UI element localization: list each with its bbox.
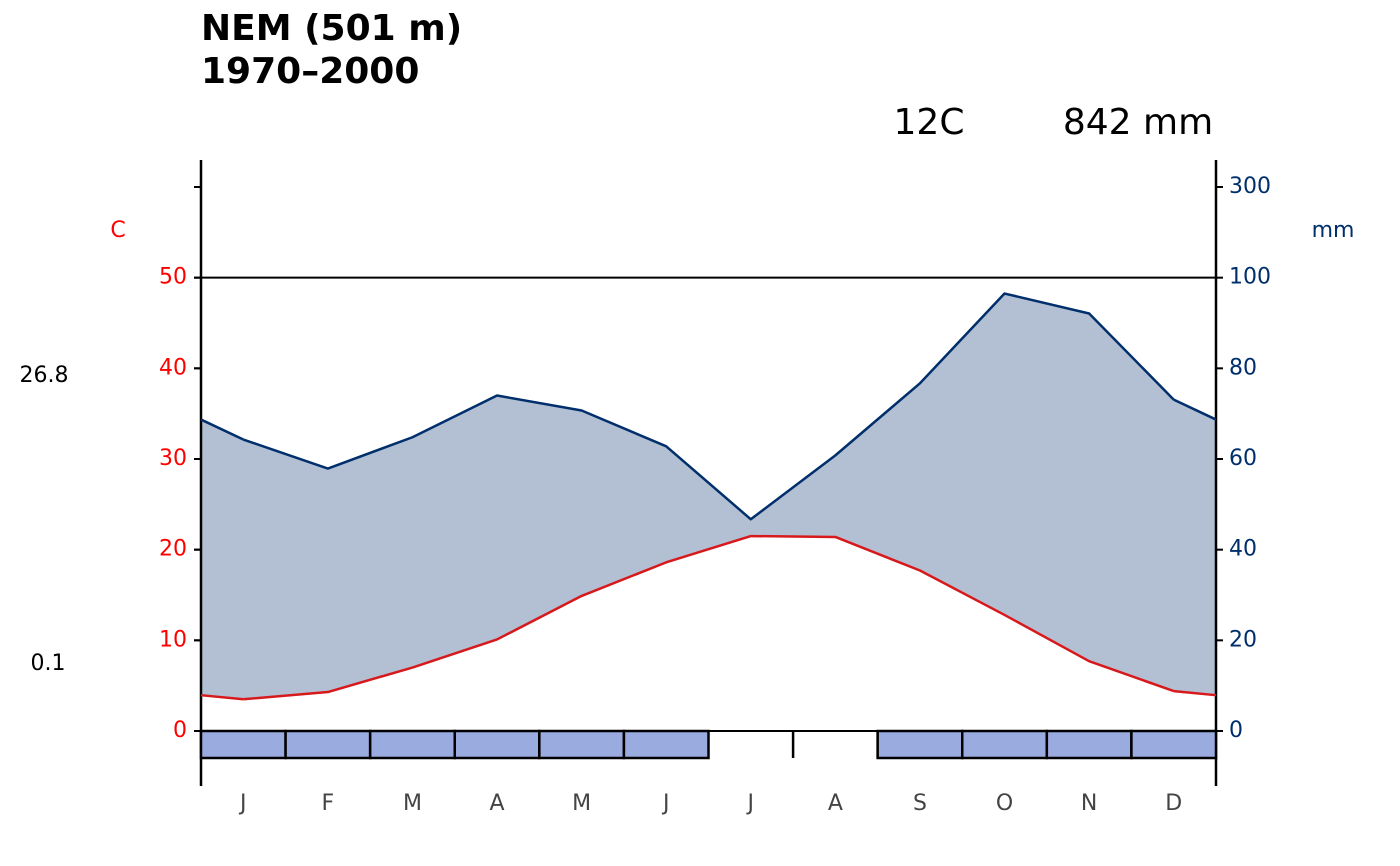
y2-axis-label: mm <box>1312 218 1355 243</box>
frost-box <box>1130 729 1218 760</box>
x-tick-label: J <box>238 791 247 816</box>
line-edge <box>1173 689 1217 697</box>
y-tick-label: 10 <box>159 627 187 652</box>
line-edge <box>1173 398 1217 421</box>
x-tick-label: N <box>1081 791 1097 816</box>
humid-area <box>201 293 1216 700</box>
y2-tick-label: 20 <box>1229 627 1257 652</box>
min-temperature: 0.1 <box>31 651 66 676</box>
y-tick-label: 30 <box>159 446 187 471</box>
y-tick-label: 20 <box>159 537 187 562</box>
line-edge <box>200 693 244 701</box>
chart-title: NEM (501 m) <box>201 8 462 49</box>
frost-box <box>622 729 710 760</box>
data-line <box>243 534 1175 701</box>
line-edge <box>200 418 244 441</box>
x-tick-label: F <box>322 791 335 816</box>
data-line <box>242 292 1175 521</box>
x-tick-label: J <box>746 791 755 816</box>
frost-box <box>368 729 456 760</box>
x-tick-label: D <box>1165 791 1182 816</box>
y2-tick-label: 300 <box>1229 174 1271 199</box>
frost-box <box>538 729 626 760</box>
frost-box <box>453 729 541 760</box>
y2-tick-label: 80 <box>1229 355 1257 380</box>
x-tick-label: A <box>490 791 505 816</box>
y-axis-label: C <box>110 218 125 243</box>
x-tick-label: M <box>403 791 422 816</box>
y2-tick-label: 60 <box>1229 446 1257 471</box>
frost-box <box>876 729 964 760</box>
x-tick-label: S <box>913 791 927 816</box>
frost-box <box>284 729 372 760</box>
y-tick-label: 50 <box>159 265 187 290</box>
y2-tick-label: 100 <box>1229 265 1271 290</box>
x-tick-label: A <box>828 791 843 816</box>
y2-tick-label: 0 <box>1229 718 1243 743</box>
chart-subtitle: 1970–2000 <box>201 51 419 92</box>
x-tick-label: M <box>572 791 591 816</box>
y2-tick-label: 40 <box>1229 537 1257 562</box>
frost-box <box>961 729 1049 760</box>
frost-box <box>199 729 287 760</box>
y-tick-label: 0 <box>173 718 187 743</box>
mean-temperature: 12C <box>894 102 965 143</box>
max-temperature: 26.8 <box>20 363 69 388</box>
x-tick-label: O <box>996 791 1013 816</box>
annual-precipitation: 842 mm <box>1063 102 1213 143</box>
frost-box <box>1045 729 1133 760</box>
x-tick-label: J <box>661 791 670 816</box>
y-tick-label: 40 <box>159 355 187 380</box>
